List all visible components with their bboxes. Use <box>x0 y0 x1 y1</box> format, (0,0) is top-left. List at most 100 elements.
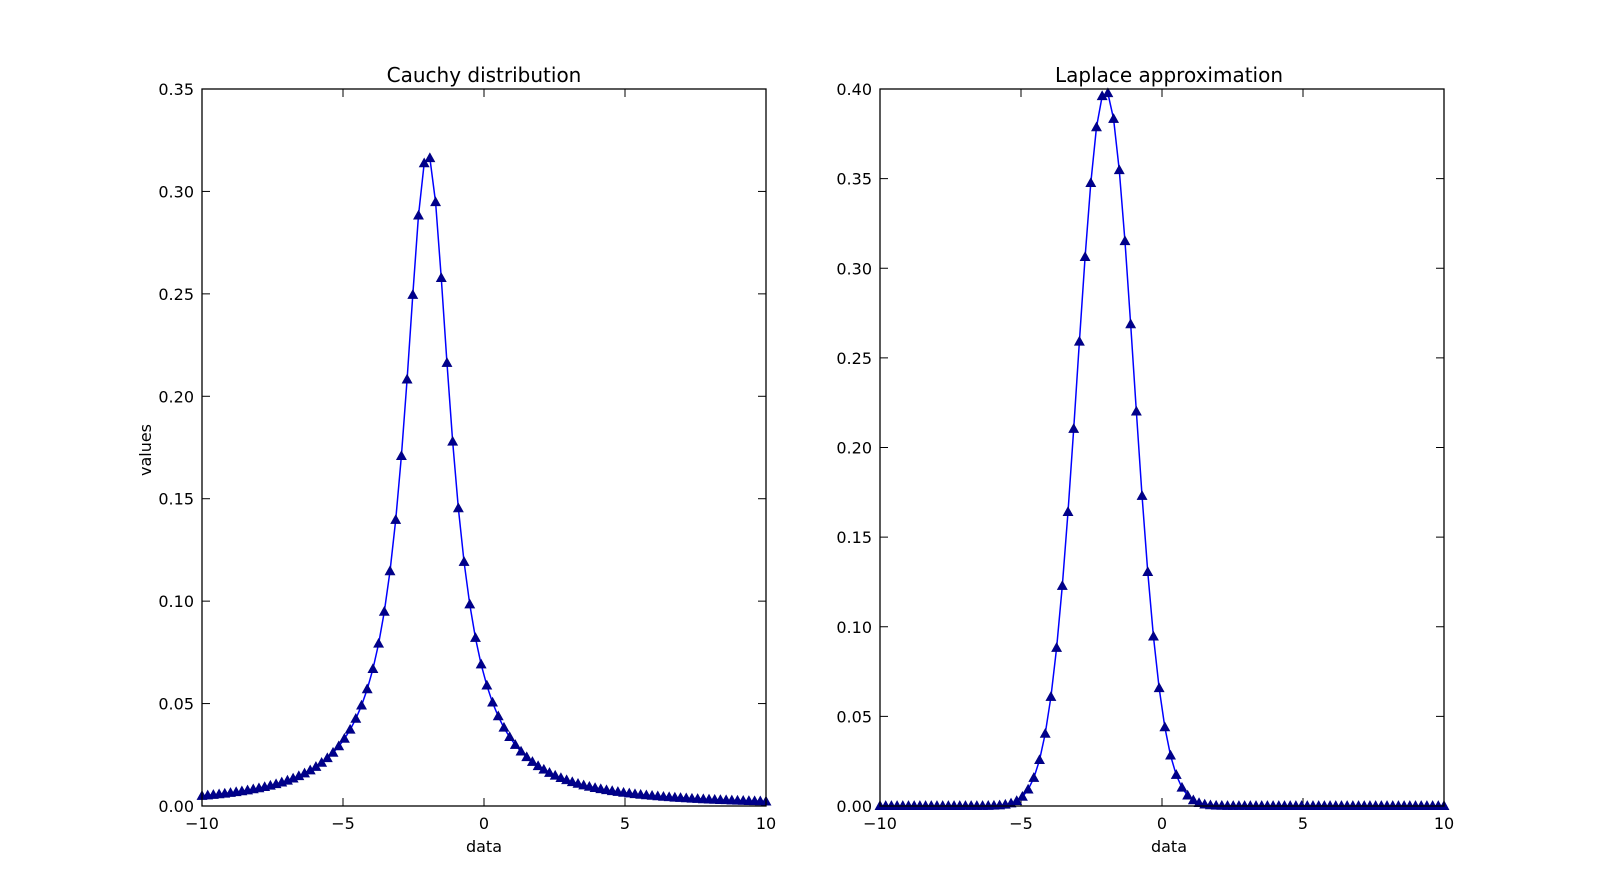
cauchy-data-point <box>481 679 493 690</box>
cauchy-data-point <box>430 196 442 207</box>
cauchy-data-point <box>572 778 584 788</box>
cauchy-y-tick-label: 0.25 <box>158 285 194 304</box>
cauchy-data-point <box>561 774 573 785</box>
cauchy-data-point <box>458 556 470 566</box>
cauchy-data-point <box>367 663 379 673</box>
cauchy-x-tick-label: −5 <box>331 814 355 833</box>
cauchy-data-point <box>373 637 385 648</box>
cauchy-data-point <box>441 357 453 367</box>
cauchy-data-point <box>401 373 413 384</box>
cauchy-data-point <box>509 739 521 749</box>
cauchy-data-point <box>407 289 419 299</box>
cauchy-data-point <box>532 760 544 771</box>
cauchy-plot-frame <box>201 88 767 807</box>
laplace-data-point <box>1073 335 1085 346</box>
cauchy-data-point <box>344 723 356 734</box>
cauchy-data-point <box>498 721 510 732</box>
laplace-data-point <box>1079 251 1091 262</box>
cauchy-data-point <box>413 209 424 220</box>
cauchy-x-axis-label: data <box>466 837 502 856</box>
cauchy-y-tick-label: 0.05 <box>158 695 194 714</box>
laplace-data-point <box>1142 566 1154 577</box>
cauchy-data-point <box>470 632 481 642</box>
laplace-x-tick-label: 10 <box>1434 814 1454 833</box>
cauchy-y-tick-label: 0.20 <box>158 387 194 406</box>
laplace-data-point <box>1125 318 1137 329</box>
cauchy-chart-title: Cauchy distribution <box>387 63 582 87</box>
cauchy-chart: Cauchy distribution data values −10 −5 0 5 1… <box>136 63 776 856</box>
cauchy-data-point <box>361 683 373 694</box>
cauchy-data-point <box>395 450 407 461</box>
cauchy-data-point <box>487 696 498 707</box>
cauchy-y-tick-label: 0.30 <box>158 182 194 201</box>
cauchy-y-axis-label: values <box>136 424 155 476</box>
laplace-data-point <box>1148 630 1159 641</box>
laplace-data-point <box>1170 769 1182 779</box>
laplace-chart-title: Laplace approximation <box>1055 63 1283 87</box>
cauchy-data-point <box>356 699 367 710</box>
laplace-chart: Laplace approximation data −10 −5 0 5 10 0.00… <box>836 63 1454 856</box>
cauchy-data-point <box>452 502 464 513</box>
laplace-data-point <box>1056 580 1068 590</box>
laplace-y-tick-label: 0.30 <box>836 259 872 278</box>
cauchy-data-point <box>321 752 333 763</box>
cauchy-data-point <box>333 740 345 751</box>
laplace-data-point <box>1113 164 1125 175</box>
cauchy-data-point <box>338 732 350 743</box>
laplace-data-point <box>1028 772 1040 782</box>
laplace-x-tick-label: 0 <box>1157 814 1167 833</box>
laplace-data-point <box>1159 721 1171 732</box>
laplace-data-point <box>1045 691 1057 701</box>
laplace-plot-frame <box>879 88 1445 807</box>
laplace-y-tick-label: 0.20 <box>836 439 872 458</box>
cauchy-data-point <box>447 435 459 446</box>
laplace-x-tick-label: 5 <box>1298 814 1308 833</box>
laplace-data-point <box>1068 423 1080 433</box>
cauchy-data-point <box>390 514 402 524</box>
cauchy-data-point <box>424 152 436 163</box>
laplace-x-tick-label: −5 <box>1009 814 1033 833</box>
laplace-data-point <box>1022 783 1034 794</box>
laplace-x-axis-label: data <box>1151 837 1187 856</box>
cauchy-y-tick-label: 0.35 <box>158 80 194 99</box>
cauchy-data-point <box>350 713 362 723</box>
cauchy-data-point <box>384 565 396 576</box>
cauchy-data-point <box>526 756 538 766</box>
cauchy-x-tick-label: 5 <box>620 814 630 833</box>
cauchy-markers <box>196 152 772 806</box>
cauchy-x-tick-label: 10 <box>756 814 776 833</box>
laplace-data-point <box>1176 781 1188 792</box>
laplace-data-point <box>1119 235 1131 246</box>
laplace-y-tick-label: 0.05 <box>836 707 872 726</box>
laplace-data-point <box>1102 87 1114 98</box>
laplace-y-tick-label: 0.15 <box>836 528 872 547</box>
cauchy-data-point <box>566 776 578 787</box>
laplace-data-point <box>1034 754 1045 765</box>
laplace-data-point <box>1136 490 1148 500</box>
cauchy-y-tick-label: 0.15 <box>158 490 194 509</box>
laplace-data-point <box>1016 790 1028 801</box>
cauchy-data-point <box>378 605 390 616</box>
cauchy-data-point <box>521 751 533 762</box>
cauchy-data-point <box>435 272 447 282</box>
cauchy-data-point <box>538 763 550 774</box>
cauchy-y-tick-label: 0.10 <box>158 592 194 611</box>
cauchy-data-point <box>515 745 527 756</box>
laplace-data-point <box>1193 797 1205 807</box>
laplace-data-point <box>1108 113 1120 123</box>
laplace-y-tick-label: 0.35 <box>836 170 872 189</box>
cauchy-data-point <box>418 157 430 168</box>
laplace-data-point <box>1091 121 1102 132</box>
cauchy-data-point <box>504 731 516 742</box>
cauchy-data-point <box>464 598 476 609</box>
cauchy-data-point <box>475 658 487 669</box>
laplace-data-point <box>1062 506 1074 516</box>
laplace-data-point <box>1085 177 1097 187</box>
cauchy-x-tick-label: −10 <box>185 814 219 833</box>
laplace-data-point <box>1130 405 1142 416</box>
cauchy-x-tick-label: 0 <box>479 814 489 833</box>
laplace-data-point <box>1165 749 1176 760</box>
laplace-data-point <box>1051 642 1063 652</box>
cauchy-data-point <box>327 746 339 757</box>
